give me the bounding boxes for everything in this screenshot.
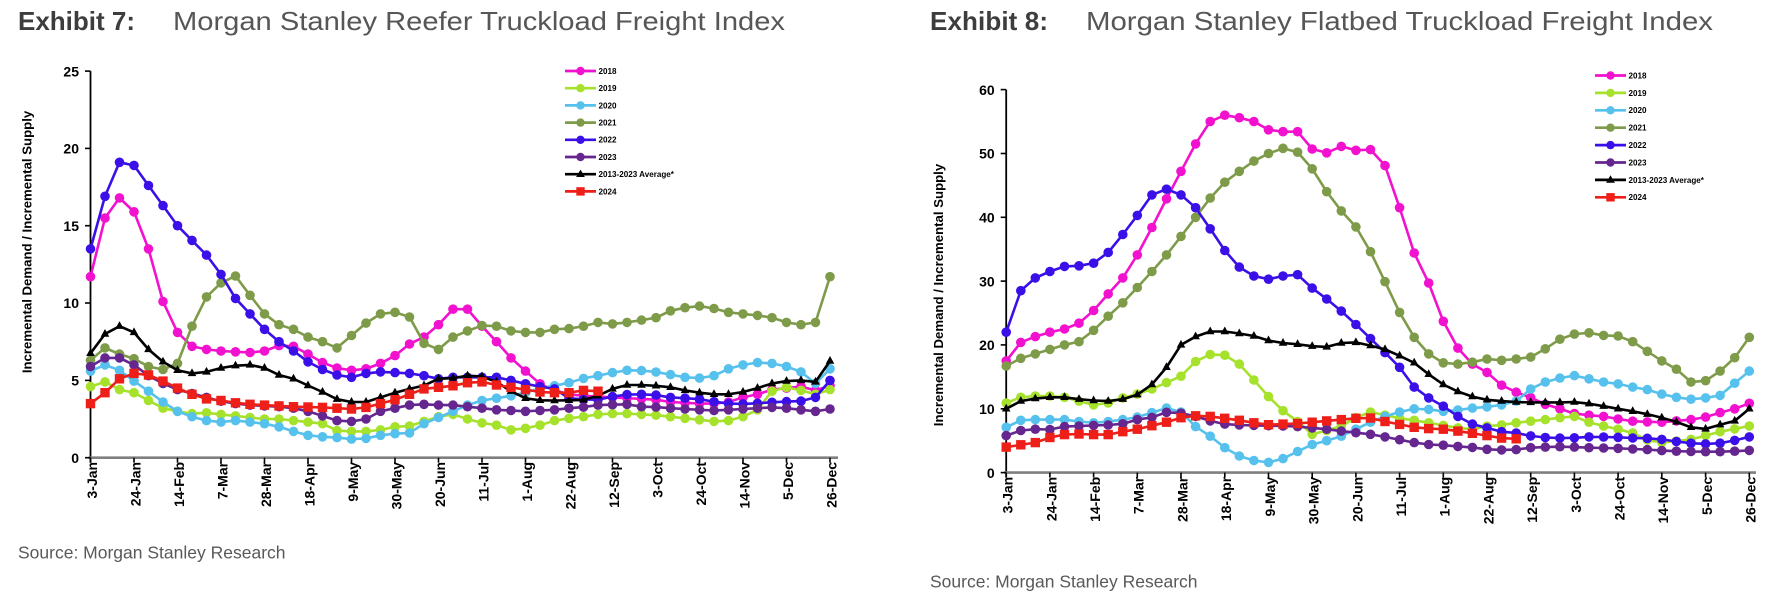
svg-text:18-Apr: 18-Apr bbox=[1218, 476, 1234, 521]
svg-text:Incremental Demand / Increment: Incremental Demand / Incremental Supply bbox=[931, 163, 946, 426]
svg-text:2024: 2024 bbox=[599, 187, 618, 196]
svg-text:2024: 2024 bbox=[1629, 193, 1648, 202]
svg-text:2018: 2018 bbox=[599, 67, 618, 76]
svg-text:2021: 2021 bbox=[599, 119, 618, 128]
svg-text:2022: 2022 bbox=[1629, 141, 1648, 150]
svg-text:Morgan Stanley Flatbed Trucklo: Morgan Stanley Flatbed Truckload Freight… bbox=[1086, 6, 1713, 36]
svg-text:25: 25 bbox=[63, 63, 79, 79]
svg-text:2019: 2019 bbox=[599, 84, 618, 93]
svg-text:24-Jan: 24-Jan bbox=[127, 462, 143, 506]
svg-text:3-Jan: 3-Jan bbox=[84, 462, 100, 499]
svg-text:11-Jul: 11-Jul bbox=[475, 462, 491, 502]
svg-text:7-Mar: 7-Mar bbox=[214, 461, 230, 499]
svg-text:14-Nov: 14-Nov bbox=[736, 462, 752, 509]
svg-text:50: 50 bbox=[979, 146, 995, 162]
svg-text:1-Aug: 1-Aug bbox=[519, 462, 535, 502]
svg-text:28-Mar: 28-Mar bbox=[258, 461, 274, 507]
svg-text:2022: 2022 bbox=[599, 136, 618, 145]
svg-text:0: 0 bbox=[987, 465, 995, 481]
svg-text:Morgan Stanley Reefer Truckloa: Morgan Stanley Reefer Truckload Freight … bbox=[173, 6, 785, 36]
svg-text:9-May: 9-May bbox=[1262, 477, 1278, 517]
svg-text:1-Aug: 1-Aug bbox=[1437, 477, 1453, 517]
svg-text:3-Oct: 3-Oct bbox=[649, 462, 665, 498]
svg-text:40: 40 bbox=[979, 210, 995, 226]
svg-text:15: 15 bbox=[63, 218, 79, 234]
svg-text:2018: 2018 bbox=[1629, 71, 1648, 80]
svg-text:18-Apr: 18-Apr bbox=[301, 461, 317, 506]
svg-text:30-May: 30-May bbox=[388, 462, 404, 510]
svg-text:10: 10 bbox=[979, 401, 995, 417]
svg-text:12-Sep: 12-Sep bbox=[1524, 477, 1540, 523]
svg-text:60: 60 bbox=[979, 82, 995, 98]
svg-text:22-Aug: 22-Aug bbox=[562, 462, 578, 509]
svg-text:2020: 2020 bbox=[1629, 106, 1648, 115]
svg-text:Source: Morgan Stanley Researc: Source: Morgan Stanley Research bbox=[18, 543, 286, 563]
svg-text:Source: Morgan Stanley Researc: Source: Morgan Stanley Research bbox=[930, 572, 1198, 592]
svg-text:3-Jan: 3-Jan bbox=[1000, 477, 1016, 514]
svg-text:3-Oct: 3-Oct bbox=[1568, 476, 1584, 512]
svg-text:20: 20 bbox=[63, 141, 79, 157]
svg-text:14-Feb: 14-Feb bbox=[171, 462, 187, 507]
svg-text:20-Jun: 20-Jun bbox=[1349, 477, 1365, 522]
svg-text:Exhibit 8:: Exhibit 8: bbox=[930, 6, 1048, 36]
svg-text:11-Jul: 11-Jul bbox=[1393, 477, 1409, 517]
svg-text:5-Dec: 5-Dec bbox=[780, 462, 796, 500]
svg-text:22-Aug: 22-Aug bbox=[1480, 477, 1496, 524]
svg-text:7-Mar: 7-Mar bbox=[1131, 476, 1147, 514]
svg-text:2023: 2023 bbox=[599, 153, 618, 162]
svg-text:24-Oct: 24-Oct bbox=[1612, 476, 1628, 520]
svg-text:2019: 2019 bbox=[1629, 89, 1648, 98]
svg-text:2013-2023 Average*: 2013-2023 Average* bbox=[599, 170, 675, 179]
svg-text:26-Dec: 26-Dec bbox=[823, 462, 839, 508]
svg-text:9-May: 9-May bbox=[345, 462, 361, 502]
svg-text:10: 10 bbox=[63, 295, 79, 311]
svg-text:5: 5 bbox=[71, 373, 79, 389]
svg-text:30-May: 30-May bbox=[1306, 477, 1322, 525]
svg-text:14-Feb: 14-Feb bbox=[1087, 477, 1103, 522]
svg-text:2021: 2021 bbox=[1629, 124, 1648, 133]
svg-text:Incremental Demand / Increment: Incremental Demand / Incremental Supply bbox=[20, 110, 35, 373]
svg-text:0: 0 bbox=[71, 450, 79, 466]
svg-text:14-Nov: 14-Nov bbox=[1655, 477, 1671, 524]
svg-text:Exhibit 7:: Exhibit 7: bbox=[18, 6, 135, 36]
svg-text:24-Jan: 24-Jan bbox=[1043, 477, 1059, 521]
svg-text:20: 20 bbox=[979, 337, 995, 353]
svg-text:5-Dec: 5-Dec bbox=[1699, 477, 1715, 515]
svg-text:12-Sep: 12-Sep bbox=[606, 462, 622, 508]
svg-text:26-Dec: 26-Dec bbox=[1743, 477, 1759, 523]
svg-text:24-Oct: 24-Oct bbox=[693, 462, 709, 506]
svg-text:28-Mar: 28-Mar bbox=[1174, 476, 1190, 522]
svg-text:20-Jun: 20-Jun bbox=[432, 462, 448, 507]
svg-text:2023: 2023 bbox=[1629, 158, 1648, 167]
svg-text:2013-2023 Average*: 2013-2023 Average* bbox=[1629, 176, 1705, 185]
svg-text:30: 30 bbox=[979, 273, 995, 289]
svg-text:2020: 2020 bbox=[599, 101, 618, 110]
